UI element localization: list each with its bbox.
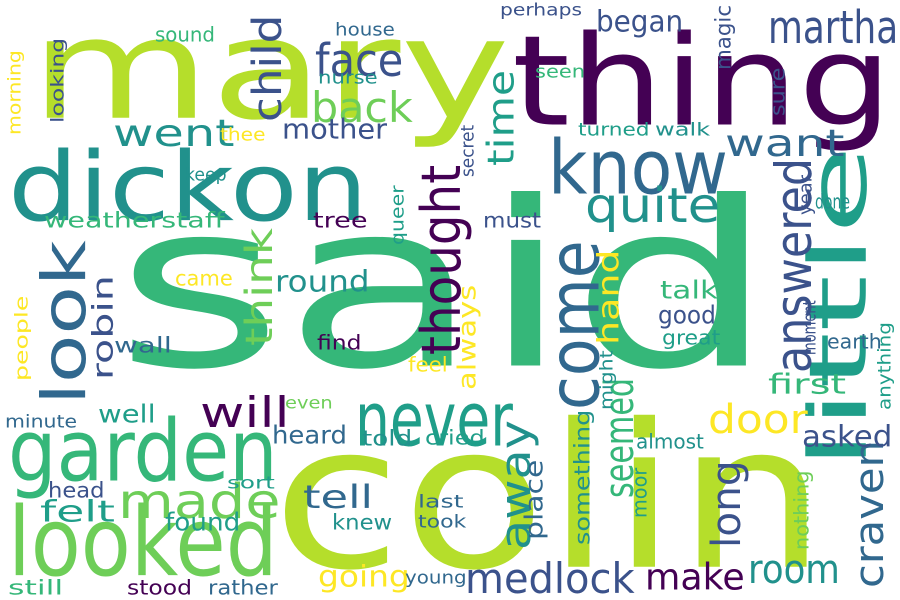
- word-asked: asked: [802, 419, 893, 454]
- word-secret: secret: [456, 124, 478, 177]
- word-turned: turned: [578, 118, 650, 140]
- word-sound: sound: [155, 23, 215, 47]
- word-nothing: nothing: [790, 470, 814, 550]
- word-house: house: [335, 18, 395, 40]
- word-magic: magic: [710, 4, 736, 71]
- word-moment: moment: [798, 300, 820, 355]
- word-sure: sure: [766, 67, 790, 116]
- word-garden: garden: [8, 402, 278, 502]
- word-craven: craven: [845, 440, 893, 588]
- word-anything: anything: [873, 322, 895, 410]
- word-quite: quite: [585, 177, 721, 234]
- word-going: going: [318, 559, 410, 594]
- word-time: time: [480, 69, 523, 166]
- word-done: done: [815, 190, 850, 214]
- word-came: came: [175, 265, 233, 291]
- word-talk: talk: [660, 275, 719, 305]
- word-look: look: [29, 240, 100, 405]
- word-perhaps: perhaps: [500, 0, 582, 20]
- word-must: must: [483, 207, 542, 233]
- word-stood: stood: [127, 576, 193, 600]
- word-made: made: [118, 473, 281, 530]
- word-round: round: [275, 264, 370, 299]
- word-almost: almost: [636, 430, 704, 454]
- word-long: long: [702, 460, 750, 548]
- word-sort: sort: [227, 473, 275, 493]
- word-heard: heard: [272, 420, 347, 450]
- word-looking: looking: [46, 37, 68, 123]
- word-face: face: [315, 33, 404, 87]
- word-colin: colin: [272, 381, 827, 600]
- word-seen: seen: [535, 60, 586, 82]
- word-tree: tree: [313, 207, 368, 233]
- word-knew: knew: [332, 509, 393, 535]
- word-still: still: [8, 576, 64, 600]
- word-dickon: dickon: [8, 131, 368, 244]
- word-told: told: [362, 425, 413, 451]
- word-rather: rather: [208, 576, 278, 600]
- word-cried: cried: [425, 426, 485, 450]
- word-walk: walk: [655, 118, 711, 140]
- word-child: child: [243, 14, 291, 123]
- word-took: took: [418, 510, 467, 532]
- word-mother: mother: [282, 114, 387, 146]
- word-medlock: medlock: [465, 554, 635, 600]
- word-went: went: [113, 111, 235, 156]
- word-found: found: [165, 507, 241, 537]
- word-mary: mary: [30, 0, 511, 151]
- word-always: always: [452, 284, 482, 390]
- word-head: head: [48, 477, 105, 503]
- word-people: people: [10, 295, 32, 381]
- word-last: last: [418, 490, 464, 512]
- word-know: know: [548, 123, 728, 212]
- word-earth: earth: [827, 330, 882, 354]
- word-back: back: [311, 83, 413, 133]
- word-will: will: [200, 388, 290, 438]
- word-weatherstaff: weatherstaff: [44, 207, 225, 233]
- word-something: something: [569, 409, 595, 545]
- word-even: even: [285, 393, 333, 413]
- word-young: young: [405, 566, 467, 588]
- word-martha: martha: [768, 0, 899, 54]
- word-great: great: [662, 326, 721, 350]
- word-thing: thing: [512, 9, 893, 155]
- word-said: said: [115, 152, 776, 420]
- word-year: year: [794, 175, 816, 215]
- word-hand: hand: [591, 249, 626, 345]
- word-tell: tell: [303, 479, 373, 516]
- word-keep: keep: [185, 163, 227, 185]
- word-place: place: [519, 459, 549, 540]
- word-nurse: nurse: [318, 66, 378, 88]
- word-thee: thee: [220, 123, 266, 145]
- word-think: think: [237, 227, 282, 346]
- word-minute: minute: [5, 410, 78, 432]
- word-find: find: [317, 331, 362, 355]
- word-felt: felt: [40, 494, 115, 529]
- word-moor: moor: [628, 467, 652, 518]
- word-make: make: [645, 556, 745, 599]
- word-robin: robin: [87, 275, 120, 380]
- word-wall: wall: [114, 332, 172, 358]
- word-never: never: [355, 375, 513, 464]
- word-queer: queer: [386, 185, 408, 245]
- word-room: room: [748, 545, 840, 593]
- word-began: began: [596, 4, 684, 39]
- word-looked: looked: [8, 486, 278, 599]
- word-well: well: [98, 399, 156, 429]
- word-door: door: [708, 395, 808, 443]
- word-first: first: [768, 369, 847, 401]
- word-good: good: [658, 300, 716, 330]
- word-feel: feel: [408, 353, 448, 377]
- word-morning: morning: [3, 50, 25, 136]
- word-might: might: [595, 350, 617, 410]
- word-want: want: [725, 121, 845, 166]
